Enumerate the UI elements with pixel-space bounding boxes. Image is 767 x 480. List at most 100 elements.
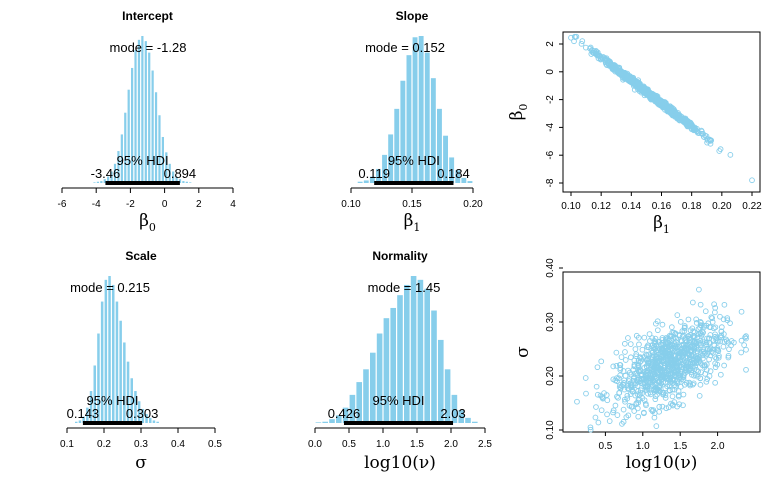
scatter-point (662, 395, 669, 401)
hdi-low-label: 0.426 (328, 406, 361, 421)
histogram-bar (110, 171, 113, 183)
scatter-point (711, 301, 717, 308)
x-tick-label: 0.5 (208, 439, 222, 450)
x-tick-label: 0.20 (463, 199, 483, 210)
scatter-point (672, 383, 679, 390)
scatter-point (743, 346, 749, 353)
mode-label: mode = -1.28 (110, 40, 187, 55)
histogram-bar (404, 284, 410, 423)
scatter-point (624, 392, 631, 399)
histogram-bar (172, 171, 175, 183)
hdi-label: 95% HDI (372, 393, 424, 408)
scatter-point (629, 403, 635, 410)
histogram-bar (119, 320, 122, 423)
histogram-bar (113, 163, 117, 183)
scatter-point (693, 316, 700, 323)
scatter-point (583, 44, 589, 51)
scatter-point (626, 378, 632, 384)
x-tick-label: 0 (162, 199, 168, 210)
histogram-bar (107, 176, 110, 183)
histogram-bar (131, 67, 134, 183)
histogram-bar (141, 408, 145, 423)
y-tick-label: 0 (545, 69, 556, 75)
histogram-bar (100, 181, 103, 183)
scatter-point (645, 358, 652, 365)
scatter-point (583, 390, 589, 397)
scatter-point (627, 354, 634, 361)
scatter-point (718, 328, 725, 335)
scatter-point (643, 377, 650, 383)
scatter-point (604, 411, 610, 418)
scatter-point (680, 402, 686, 409)
scatter-point (635, 413, 642, 420)
scatter-point (639, 346, 646, 353)
scatter-point (621, 340, 628, 347)
scatter-point (669, 329, 676, 336)
scatter-point (636, 341, 642, 348)
scatter-point (655, 96, 661, 102)
scatter-point (652, 393, 659, 400)
scatter-point (673, 335, 680, 342)
scatter-point (653, 320, 659, 327)
histogram-bar (100, 301, 104, 423)
histogram-bar (141, 36, 144, 183)
scatter-point (659, 346, 666, 353)
scatter-point (696, 286, 702, 293)
scatter-point (663, 376, 670, 382)
x-tick-label: 4 (230, 199, 236, 210)
y-axis-label: β0 (507, 104, 530, 121)
scatter-point (662, 373, 669, 380)
x-tick-label: 0.18 (682, 201, 702, 212)
scatter-point (644, 383, 651, 390)
histogram-bar (145, 414, 148, 423)
scatter-point (622, 349, 628, 355)
scatter-point (697, 301, 704, 308)
scatter-point (743, 366, 749, 373)
histogram-bar (357, 181, 363, 183)
scatter-point (622, 357, 629, 363)
x-axis-label-subscript: 1 (413, 221, 420, 234)
scatter-point (644, 352, 650, 359)
y-tick-label: -8 (545, 178, 556, 187)
scatter-point (650, 407, 657, 413)
scatter-point (696, 393, 703, 399)
histogram-bar (144, 41, 147, 184)
x-axis-label: σ (135, 453, 147, 473)
histogram-bar (120, 134, 123, 183)
scatter-point (674, 365, 681, 372)
x-tick-label: 1.0 (636, 441, 650, 452)
x-tick-label: 0.15 (402, 199, 422, 210)
scatter-point (680, 391, 687, 398)
scatter-point (573, 33, 580, 40)
scatter-point (642, 383, 649, 390)
y-tick-label: 0.30 (545, 312, 556, 332)
scatter-point (687, 382, 693, 389)
x-tick-label: 0.22 (742, 201, 762, 212)
scatter-point (674, 403, 681, 410)
scatter-point (599, 393, 605, 400)
scatter-point (676, 374, 683, 381)
scatter-point (621, 386, 628, 393)
scatter-point (620, 419, 627, 425)
scatter-point (664, 339, 671, 346)
histogram-bar (400, 80, 406, 183)
histogram-bar (134, 50, 137, 184)
scatter-point (656, 365, 663, 372)
scatter-point (671, 109, 677, 116)
scatter-point (594, 364, 601, 371)
scatter-point (578, 40, 585, 47)
y-axis-label: σ (513, 346, 533, 358)
x-tick-label: 0.20 (712, 201, 732, 212)
scatter-point (738, 349, 745, 356)
scatter-point (716, 352, 722, 359)
scatter-point (631, 374, 637, 380)
scatter-point (671, 362, 677, 369)
histogram-bar (104, 279, 108, 423)
scatter-point (715, 347, 721, 353)
x-tick-label: 2.5 (478, 439, 492, 450)
scatter-point (629, 77, 636, 83)
scatter-point (713, 336, 719, 343)
scatter-point (651, 410, 658, 417)
x-tick-label: 1.0 (376, 439, 390, 450)
y-tick-label: 0.10 (545, 420, 556, 440)
